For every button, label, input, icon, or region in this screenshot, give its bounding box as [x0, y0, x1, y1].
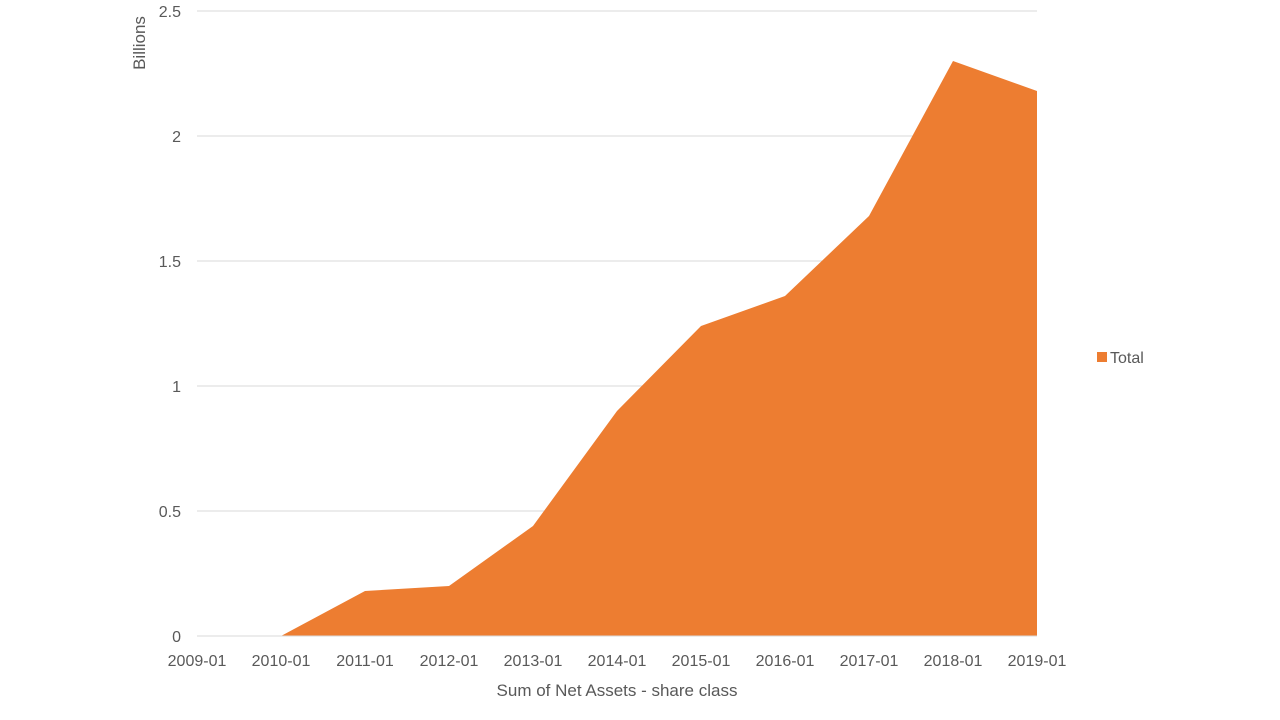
- x-axis-tick-labels: 2009-01 2010-01 2011-01 2012-01 2013-01 2014-…: [168, 653, 1067, 670]
- x-tick-label: 2011-01: [336, 653, 394, 670]
- y-tick-label: 2.5: [159, 4, 181, 21]
- area-series-total: [197, 61, 1037, 636]
- x-tick-label: 2018-01: [924, 653, 983, 670]
- legend-label-total: Total: [1110, 350, 1144, 367]
- x-tick-label: 2012-01: [420, 653, 479, 670]
- plot-area: [197, 61, 1037, 637]
- y-tick-label: 1: [172, 379, 181, 396]
- x-tick-label: 2016-01: [756, 653, 815, 670]
- legend: Total: [1097, 350, 1144, 367]
- y-tick-label: 0: [172, 629, 181, 646]
- y-tick-label: 2: [172, 129, 181, 146]
- y-axis-title: Billions: [130, 16, 149, 70]
- x-tick-label: 2015-01: [672, 653, 731, 670]
- x-tick-label: 2013-01: [504, 653, 563, 670]
- legend-swatch-total: [1097, 352, 1107, 362]
- y-axis-tick-labels: 0 0.5 1 1.5 2 2.5: [159, 4, 181, 646]
- x-tick-label: 2009-01: [168, 653, 227, 670]
- x-axis-title: Sum of Net Assets - share class: [497, 681, 738, 700]
- x-tick-label: 2019-01: [1008, 653, 1067, 670]
- x-tick-label: 2010-01: [252, 653, 311, 670]
- x-tick-label: 2017-01: [840, 653, 899, 670]
- y-tick-label: 0.5: [159, 504, 181, 521]
- x-tick-label: 2014-01: [588, 653, 647, 670]
- y-tick-label: 1.5: [159, 254, 181, 271]
